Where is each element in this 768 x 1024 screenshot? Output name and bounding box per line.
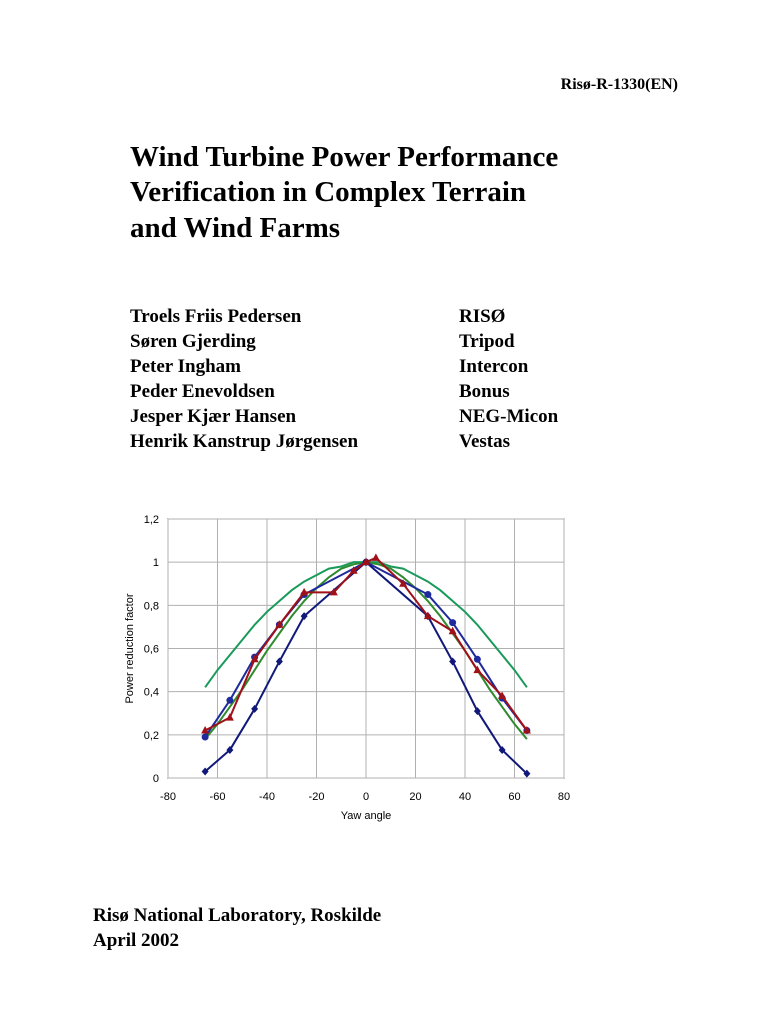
author-name: Søren Gjerding: [130, 331, 256, 352]
y-tick-label: 0,4: [144, 687, 159, 699]
author-affiliation: Vestas: [459, 431, 510, 452]
author-affiliation: NEG-Micon: [459, 406, 559, 427]
author-affiliation: Tripod: [459, 331, 515, 352]
author-name: Peder Enevoldsen: [130, 381, 275, 402]
author-name: Jesper Kjær Hansen: [130, 406, 297, 427]
author-name: Peter Ingham: [130, 356, 241, 377]
author-name: Troels Friis Pedersen: [130, 306, 302, 327]
data-point: [201, 733, 209, 741]
data-point: [449, 657, 457, 666]
x-tick-label: -80: [160, 791, 176, 803]
data-point: [424, 591, 432, 599]
y-tick-label: 0,8: [144, 600, 159, 612]
data-point: [523, 769, 531, 778]
data-point: [226, 696, 234, 704]
data-point: [473, 665, 482, 674]
data-point: [473, 655, 481, 663]
data-point: [201, 767, 209, 776]
data-point: [201, 726, 210, 734]
data-point: [300, 587, 309, 596]
data-point: [250, 654, 259, 663]
y-tick-label: 0,2: [144, 730, 159, 742]
report-id: Risø-R-1330(EN): [561, 76, 678, 93]
data-point: [399, 579, 408, 587]
title-line: and Wind Farms: [130, 212, 340, 244]
author-name: Henrik Kanstrup Jørgensen: [130, 431, 358, 452]
data-point: [300, 612, 308, 621]
data-point: [522, 726, 531, 734]
x-tick-label: 20: [409, 791, 421, 803]
chart: 0 0,2 0,4 0,6 0,8 1 1,2 -80 -60 -40 -20 0 20 40 60 80 Ya…: [124, 514, 570, 822]
data-point: [225, 713, 234, 721]
author-affiliation: Intercon: [459, 356, 529, 377]
data-point: [329, 587, 338, 596]
data-point: [448, 626, 457, 635]
footer-line: Risø National Laboratory, Roskilde: [93, 905, 381, 926]
data-point: [371, 553, 380, 561]
y-axis-label: Power reduction factor: [124, 593, 136, 703]
data-point: [449, 619, 457, 627]
x-axis-label: Yaw angle: [341, 810, 392, 822]
author-affiliation: Bonus: [459, 381, 510, 402]
author-list: Troels Friis Pedersen RISØ Søren Gjerding T…: [130, 306, 559, 452]
data-point: [251, 704, 259, 713]
x-tick-label: -60: [210, 791, 226, 803]
data-point: [498, 745, 506, 754]
data-point: [498, 691, 507, 699]
data-point: [349, 566, 358, 574]
y-tick-label: 0: [153, 773, 159, 785]
y-tick-label: 1: [153, 557, 159, 569]
data-point: [362, 557, 370, 566]
y-tick-label: 0,6: [144, 644, 159, 656]
x-tick-label: 80: [558, 791, 570, 803]
author-affiliation: RISØ: [459, 306, 505, 327]
x-tick-label: 40: [459, 791, 471, 803]
data-point: [226, 745, 234, 754]
x-tick-label: 0: [363, 791, 369, 803]
title-line: Verification in Complex Terrain: [130, 176, 526, 208]
footer-line: April 2002: [93, 930, 179, 951]
data-point: [275, 620, 284, 628]
data-point: [423, 611, 432, 620]
x-tick-label: -20: [309, 791, 325, 803]
data-point: [473, 707, 481, 716]
title-line: Wind Turbine Power Performance: [130, 141, 558, 173]
x-tick-label: 60: [508, 791, 520, 803]
x-tick-label: -40: [259, 791, 275, 803]
data-point: [275, 657, 283, 666]
y-tick-label: 1,2: [144, 514, 159, 526]
